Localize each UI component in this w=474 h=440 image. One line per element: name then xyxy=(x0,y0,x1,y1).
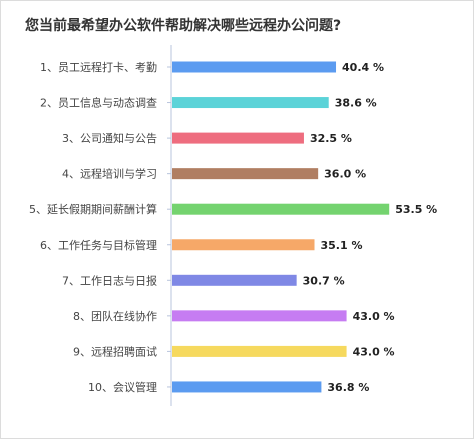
bar xyxy=(172,132,304,144)
chart-title: 您当前最希望办公软件帮助解决哪些远程办公问题? xyxy=(25,18,342,34)
bar xyxy=(172,239,315,251)
bar xyxy=(172,345,347,357)
value-label: 43.0 % xyxy=(353,345,395,358)
category-label: 3、公司通知与公告 xyxy=(62,131,157,145)
bar xyxy=(172,168,319,180)
category-label: 2、员工信息与动态调查 xyxy=(40,96,157,110)
category-label: 7、工作日志与日报 xyxy=(62,273,157,287)
value-label: 36.0 % xyxy=(324,168,366,181)
bar xyxy=(172,274,297,286)
bar xyxy=(172,310,347,322)
category-label: 8、团队在线协作 xyxy=(73,309,157,323)
category-label: 9、远程招聘面试 xyxy=(73,344,157,358)
value-label: 43.0 % xyxy=(353,310,395,323)
value-label: 53.5 % xyxy=(395,203,437,216)
value-label: 40.4 % xyxy=(342,61,384,74)
bar xyxy=(172,203,390,215)
bar xyxy=(172,61,337,73)
category-label: 6、工作任务与目标管理 xyxy=(40,238,157,252)
category-label: 4、远程培训与学习 xyxy=(62,167,157,181)
category-label: 10、会议管理 xyxy=(88,380,157,394)
value-label: 32.5 % xyxy=(310,132,352,145)
value-label: 36.8 % xyxy=(327,381,369,394)
bar xyxy=(172,97,329,109)
category-label: 1、员工远程打卡、考勤 xyxy=(40,60,157,74)
category-label: 5、延长假期期间薪酬计算 xyxy=(29,202,157,216)
value-label: 38.6 % xyxy=(335,97,377,110)
value-label: 30.7 % xyxy=(303,274,345,287)
bar xyxy=(172,381,322,393)
value-label: 35.1 % xyxy=(321,239,363,252)
